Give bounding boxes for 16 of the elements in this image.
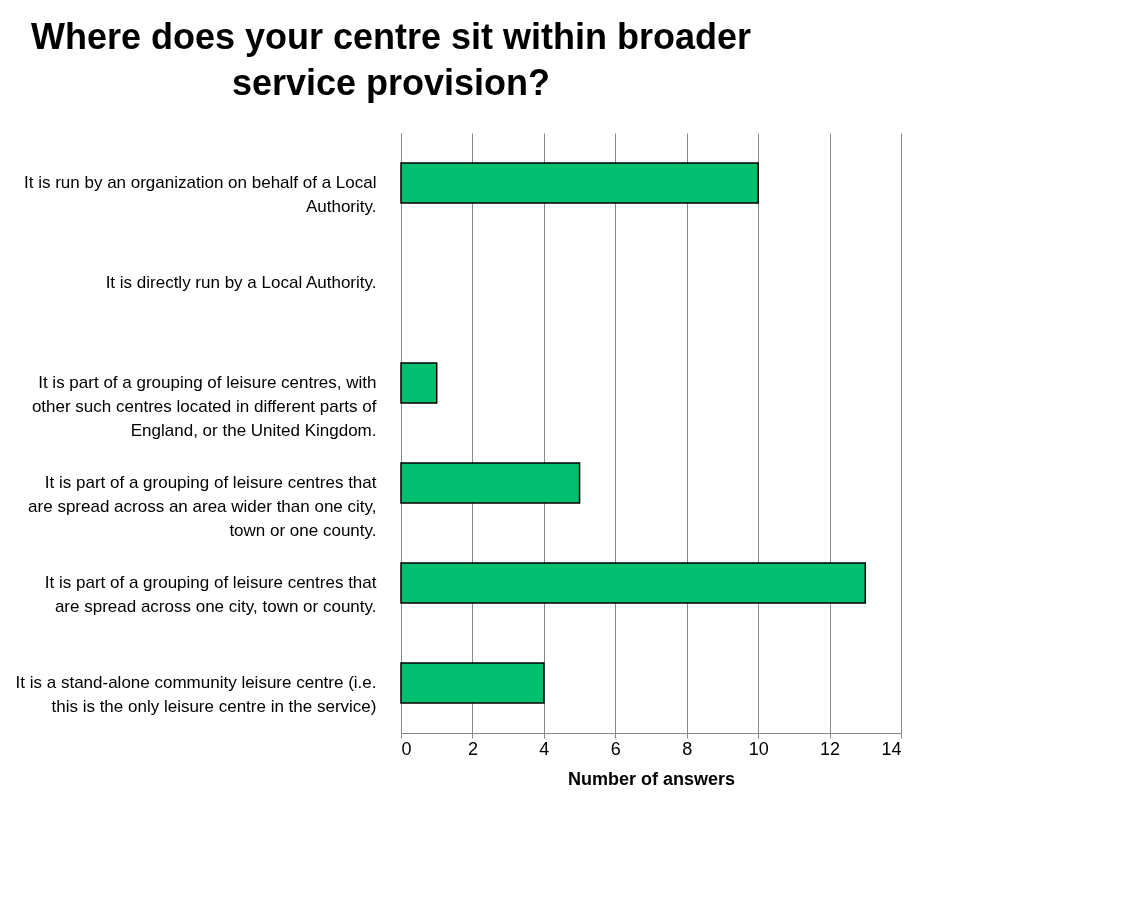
y-tick-label: It is part of a grouping of leisure centres, with other such centres located in different parts of England, or the United Kingdom. (31, 373, 377, 440)
chart-title: Where does your centre sit within broader service provision? (30, 16, 752, 103)
y-tick-label: It is part of a grouping of leisure centres that are spread across an area wider than one city, town or one county. (28, 473, 377, 540)
y-tick-label: It is a stand-alone community leisure centre (i.e. this is the only leisure centre in the service) (15, 673, 377, 716)
y-tick-label: It is run by an organization on behalf of a Local Authority. (23, 173, 377, 216)
x-tick-label: 8 (682, 738, 693, 759)
y-tick-label: It is part of a grouping of leisure centres that are spread across one city, town or county. (44, 573, 377, 616)
x-axis-title: Number of answers (567, 768, 736, 789)
x-tick-label: 10 (748, 738, 769, 759)
x-tick-label: 6 (610, 738, 621, 759)
x-tick-label: 12 (820, 738, 841, 759)
x-tick-label: 2 (467, 738, 478, 759)
x-tick-label: 0 (401, 738, 412, 759)
y-tick-label: It is directly run by a Local Authority. (105, 273, 377, 292)
x-tick-label: 4 (539, 738, 550, 759)
x-tick-label: 14 (881, 738, 902, 759)
